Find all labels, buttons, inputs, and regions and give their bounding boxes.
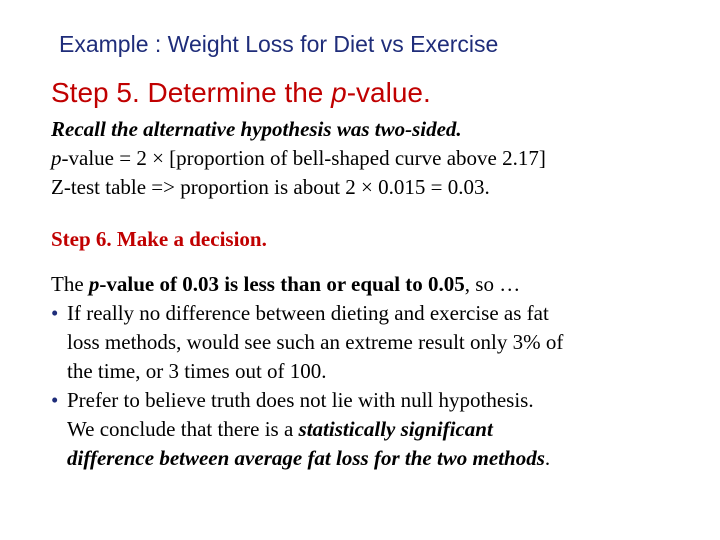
difference-text: difference between average fat loss for …: [67, 446, 545, 470]
step5-body: Recall the alternative hypothesis was tw…: [51, 115, 546, 202]
recall-line: Recall the alternative hypothesis was tw…: [51, 117, 462, 141]
slide-title: Example : Weight Loss for Diet vs Exerci…: [59, 31, 499, 57]
bullet-item-2: • Prefer to believe truth does not lie wi…: [51, 386, 671, 415]
bullet2-line2: We conclude that there is a statisticall…: [51, 415, 671, 444]
step5-p-italic: p: [331, 77, 347, 108]
bullet-item-1: • If really no difference between dieting…: [51, 299, 671, 328]
decision-bold-text: -value of 0.03 is less than or equal to …: [99, 272, 465, 296]
bullet1-line1: If really no difference between dieting …: [67, 301, 549, 325]
statistically-significant: statistically significant: [298, 417, 493, 441]
bullet-icon: •: [51, 301, 59, 325]
decision-so: , so …: [464, 272, 521, 296]
step5-heading: Step 5. Determine the p-value.: [51, 77, 431, 109]
pvalue-formula-text: -value = 2 × [proportion of bell-shaped …: [61, 146, 546, 170]
bullet2-line3: difference between average fat loss for …: [51, 444, 671, 473]
bullet1-line3: the time, or 3 times out of 100.: [67, 359, 327, 383]
conclude-text: We conclude that there is a: [67, 417, 299, 441]
pvalue-formula-line: p-value = 2 × [proportion of bell-shaped…: [51, 144, 546, 173]
ztest-line: Z-test table => proportion is about 2 × …: [51, 175, 490, 199]
final-period: .: [544, 446, 551, 470]
p-italic: p: [51, 146, 62, 170]
step5-suffix: -value.: [346, 77, 431, 108]
bullet2-line1: Prefer to believe truth does not lie wit…: [67, 388, 534, 412]
decision-p-italic: p: [88, 272, 100, 296]
decision-line: The p-value of 0.03 is less than or equa…: [51, 270, 671, 299]
decision-the: The: [51, 272, 89, 296]
bullet1-line2: loss methods, would see such an extreme …: [67, 330, 564, 354]
bullet-icon: •: [51, 388, 59, 412]
step6-body: The p-value of 0.03 is less than or equa…: [51, 270, 671, 473]
step6-heading: Step 6. Make a decision.: [51, 227, 267, 251]
step5-prefix: Step 5. Determine the: [51, 77, 332, 108]
